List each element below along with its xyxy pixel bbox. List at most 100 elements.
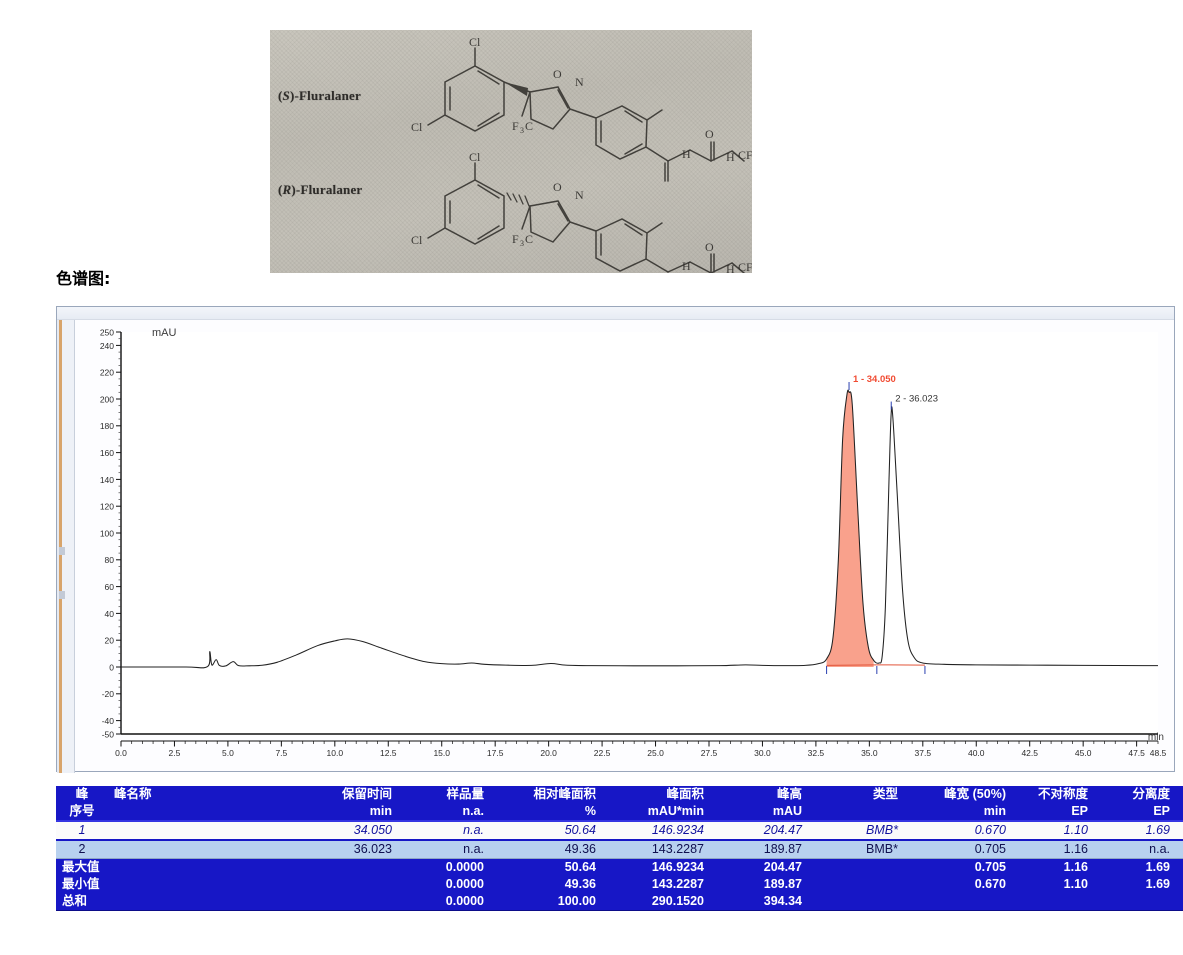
svg-text:O: O (705, 127, 714, 141)
svg-text:O: O (553, 67, 562, 81)
cell-summary-amount: 0.0000 (398, 893, 490, 911)
svg-text:F: F (512, 119, 519, 133)
x-axis-tick-label: 35.0 (861, 748, 878, 758)
th-area[interactable]: 峰面积 (602, 786, 710, 803)
th-height[interactable]: 峰高 (710, 786, 808, 803)
x-axis-tick-label: 7.5 (275, 748, 287, 758)
x-axis-tick-label: 10.0 (327, 748, 344, 758)
svg-text:N: N (575, 188, 584, 202)
svg-text:Cl: Cl (469, 35, 481, 49)
y-axis-tick-label: 200 (100, 394, 114, 404)
scrollbar-thumb-lower[interactable] (59, 591, 65, 599)
svg-text:3: 3 (520, 126, 524, 135)
th-peak-name[interactable]: 峰名称 (108, 786, 286, 803)
chromatogram-heading: 色谱图: (56, 269, 111, 288)
th-retention-time[interactable]: 保留时间 (286, 786, 398, 803)
table-header: 峰 峰名称 保留时间 样品量 相对峰面积 峰面积 峰高 类型 峰宽 (50%) … (56, 786, 1183, 822)
x-axis-tick-label: 12.5 (380, 748, 397, 758)
cell-summary-width50 (904, 893, 1012, 911)
cell-summary-height: 189.87 (710, 876, 808, 893)
peak-1-baseline (826, 664, 877, 666)
table-row[interactable]: 2 36.023 n.a. 49.36 143.2287 189.87 BMB* 0.705 1… (56, 840, 1183, 859)
cell-summary-rt (286, 858, 398, 876)
th-width-50[interactable]: 峰宽 (50%) (904, 786, 1012, 803)
y-axis-tick-label: 240 (100, 341, 114, 351)
stereo-descriptor: R (282, 182, 292, 197)
chromatogram-plot[interactable]: -50 -40 -20 0 20 40 60 80 100 120 140 160 180 200 220 2… (75, 320, 1174, 772)
cell-summary-resolution (1094, 893, 1176, 911)
cell-type: BMB* (808, 820, 904, 841)
scrollbar-thumb-upper[interactable] (59, 547, 65, 555)
y-axis-tick-label: -40 (102, 716, 115, 726)
y-axis-tick-label: 220 (100, 368, 114, 378)
cell-summary-rel-area: 49.36 (490, 876, 602, 893)
th-resolution[interactable]: 分离度 (1094, 786, 1176, 803)
x-axis-tick-label: 15.0 (433, 748, 450, 758)
cell-summary-type (808, 893, 904, 911)
cell-peak-name (108, 840, 286, 859)
svg-text:C: C (525, 232, 533, 246)
structure-drawing: Cl Cl F3C O N H O H CF3 (411, 35, 752, 273)
cell-summary-asymmetry (1012, 893, 1094, 911)
x-axis-tick-label: 2.5 (169, 748, 181, 758)
cell-summary-amount: 0.0000 (398, 858, 490, 876)
th-unit-width-50: min (904, 803, 1012, 822)
th-unit-retention-time: min (286, 803, 398, 822)
cell-summary-area: 146.9234 (602, 858, 710, 876)
th-unit-relative-area: % (490, 803, 602, 822)
cell-summary-rel-area: 50.64 (490, 858, 602, 876)
x-axis-tick-label: 30.0 (754, 748, 771, 758)
x-axis-tick-label: 0.0 (115, 748, 127, 758)
cell-summary-area: 143.2287 (602, 876, 710, 893)
stereo-descriptor: S (282, 88, 290, 103)
x-axis-tick-label: 17.5 (487, 748, 504, 758)
header-row-names: 峰 峰名称 保留时间 样品量 相对峰面积 峰面积 峰高 类型 峰宽 (50%) … (56, 786, 1183, 803)
th-asymmetry[interactable]: 不对称度 (1012, 786, 1094, 803)
svg-text:O: O (705, 240, 714, 254)
svg-text:H: H (682, 147, 691, 161)
y-axis-tick-label: 100 (100, 528, 114, 538)
x-axis-tick-label: 22.5 (594, 748, 611, 758)
cell-summary-plates: 14459 (1176, 858, 1183, 876)
th-type[interactable]: 类型 (808, 786, 904, 803)
th-relative-area[interactable]: 相对峰面积 (490, 786, 602, 803)
th-plates[interactable]: 塔板数 (1176, 786, 1183, 803)
th-unit-asymmetry: EP (1012, 803, 1094, 822)
x-axis-tick-label: 42.5 (1021, 748, 1038, 758)
cell-summary-label: 总和 (56, 893, 286, 911)
th-unit-peak-no: 序号 (56, 803, 108, 822)
y-axis-tick-label: 140 (100, 475, 114, 485)
svg-text:Cl: Cl (469, 150, 481, 164)
cell-peak-index: 2 (56, 840, 108, 859)
th-unit-resolution: EP (1094, 803, 1176, 822)
th-peak[interactable]: 峰 (56, 786, 108, 803)
cell-summary-area: 290.1520 (602, 893, 710, 911)
x-axis-tick-label: 5.0 (222, 748, 234, 758)
th-unit-plates: EP (1176, 803, 1183, 822)
vertical-scrollbar[interactable] (57, 320, 75, 773)
cell-summary-width50: 0.670 (904, 876, 1012, 893)
y-axis-tick-label: 20 (105, 636, 115, 646)
cell-summary-plates: 14295 (1176, 876, 1183, 893)
paren-open: ( (278, 182, 283, 197)
th-amount[interactable]: 样品量 (398, 786, 490, 803)
y-axis-tick-label: 0 (109, 662, 114, 672)
y-axis-tick-label: -20 (102, 689, 115, 699)
cell-summary-rel-area: 100.00 (490, 893, 602, 911)
table-summary-row: 总和 0.0000 100.00 290.1520 394.34 (56, 893, 1183, 911)
x-axis-unit-label: min (1147, 732, 1164, 743)
peak-1-fill (826, 390, 874, 667)
cell-rel-area: 50.64 (490, 820, 602, 841)
cell-asymmetry: 1.16 (1012, 840, 1094, 859)
th-unit-area: mAU*min (602, 803, 710, 822)
cell-summary-rt (286, 893, 398, 911)
table-row[interactable]: 1 34.050 n.a. 50.64 146.9234 204.47 BMB* 0.670 1… (56, 820, 1183, 841)
cell-plates: 14295 (1176, 820, 1183, 841)
cell-summary-width50: 0.705 (904, 858, 1012, 876)
cell-height: 204.47 (710, 820, 808, 841)
cell-amount: n.a. (398, 840, 490, 859)
svg-text:CF: CF (738, 260, 752, 273)
y-axis-tick-label: 250 (100, 327, 114, 337)
chromatogram-trace (120, 389, 1159, 669)
cell-summary-resolution: 1.69 (1094, 858, 1176, 876)
